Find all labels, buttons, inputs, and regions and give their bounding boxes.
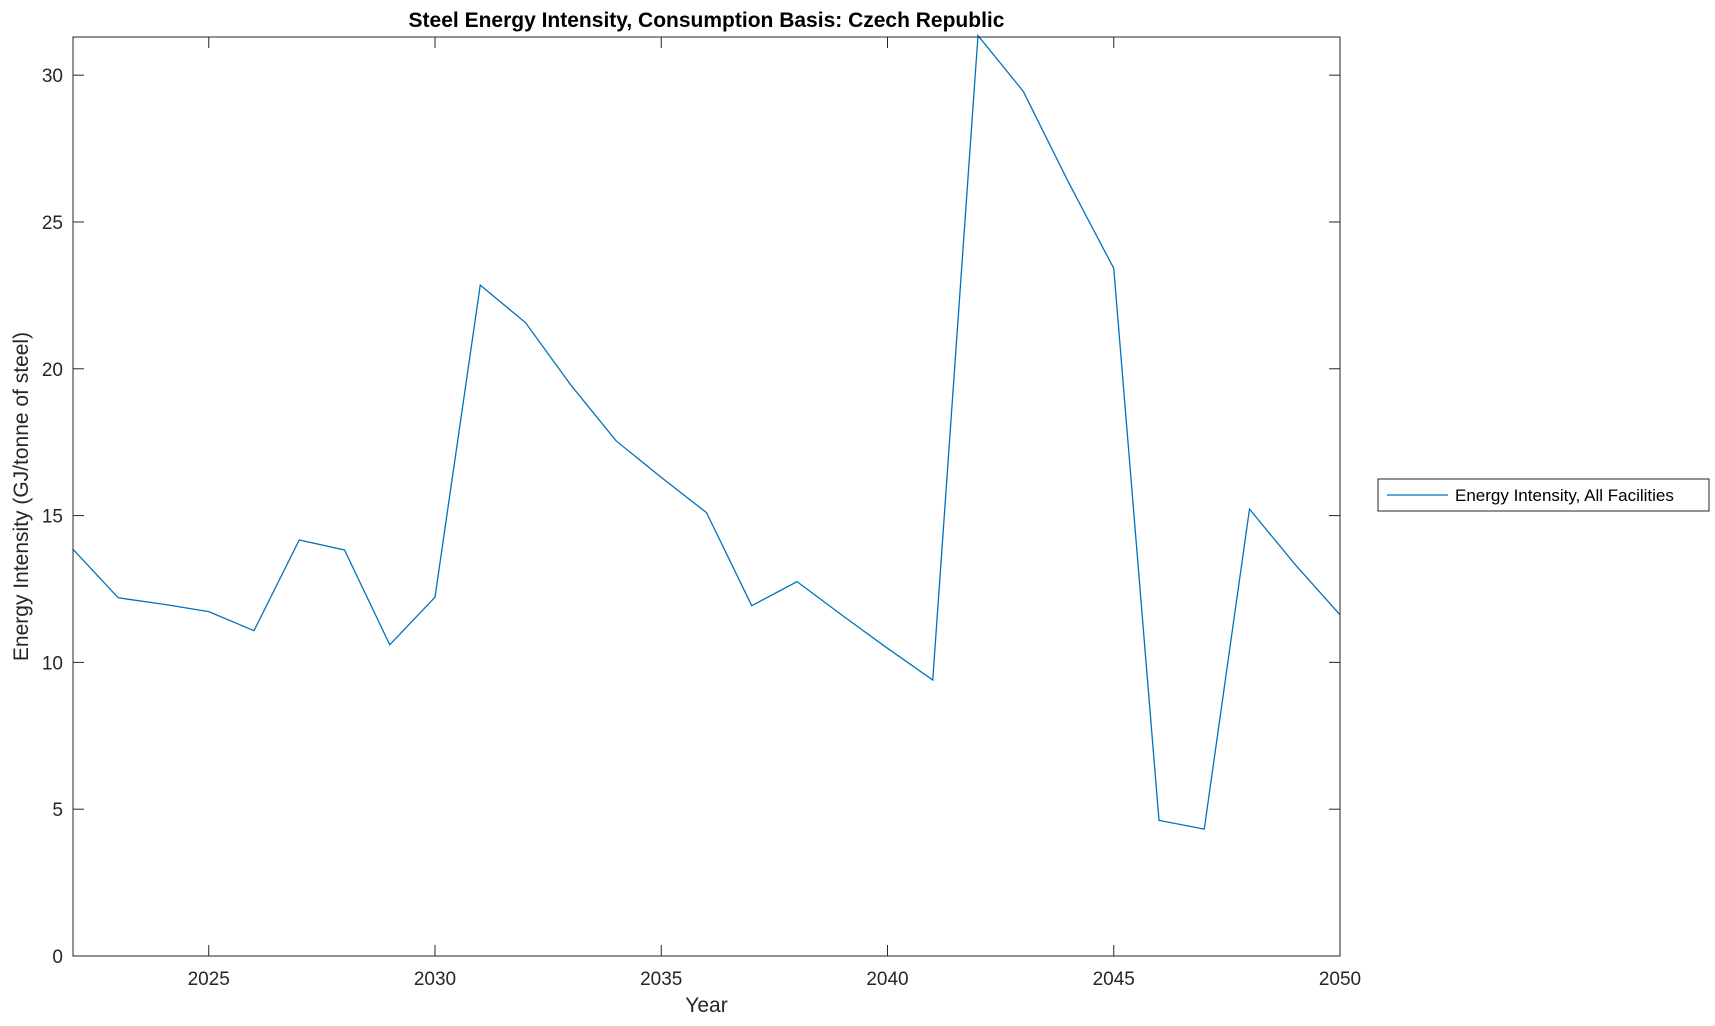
y-axis-label: Energy Intensity (GJ/tonne of steel) <box>10 332 33 661</box>
x-tick-label-4: 2045 <box>1093 969 1135 990</box>
legend: Energy Intensity, All Facilities <box>1377 478 1710 512</box>
x-tick-label-5: 2050 <box>1319 969 1361 990</box>
data-point-0-15 <box>751 605 752 606</box>
x-axis-label: Year <box>685 994 727 1017</box>
x-tick-label-2: 2035 <box>640 969 682 990</box>
y-tick-label-2: 10 <box>42 653 63 674</box>
y-tick-label-4: 20 <box>42 360 63 381</box>
data-point-0-26 <box>1249 509 1250 510</box>
data-point-0-12 <box>615 440 616 441</box>
data-point-0-14 <box>706 512 707 513</box>
data-point-0-18 <box>887 648 888 649</box>
data-point-0-4 <box>253 630 254 631</box>
y-tick-label-1: 5 <box>52 800 63 821</box>
series-lines <box>72 33 1341 830</box>
data-point-0-8 <box>434 597 435 598</box>
data-point-0-10 <box>525 322 526 323</box>
data-point-0-20 <box>977 35 978 36</box>
series-line-0 <box>72 33 1341 830</box>
x-tick-label-1: 2030 <box>414 969 456 990</box>
data-point-0-3 <box>208 611 209 612</box>
x-tick-label-3: 2040 <box>866 969 908 990</box>
chart-title: Steel Energy Intensity, Consumption Basi… <box>409 9 1005 32</box>
y-tick-label-6: 30 <box>42 66 63 87</box>
plot-frame <box>72 36 1341 957</box>
data-point-0-27 <box>1294 563 1295 564</box>
data-point-0-13 <box>661 477 662 478</box>
y-tick-label-3: 15 <box>42 507 63 528</box>
data-point-0-25 <box>1204 829 1205 830</box>
data-point-0-21 <box>1023 91 1024 92</box>
y-tick-label-5: 25 <box>42 213 63 234</box>
data-point-0-9 <box>480 285 481 286</box>
data-point-0-5 <box>299 539 300 540</box>
data-point-0-7 <box>389 644 390 645</box>
data-point-0-16 <box>796 581 797 582</box>
data-point-0-22 <box>1068 182 1069 183</box>
y-tick-label-0: 0 <box>52 947 63 968</box>
plot-background <box>73 37 1340 956</box>
data-point-0-19 <box>932 679 933 680</box>
data-point-0-11 <box>570 384 571 385</box>
data-point-0-23 <box>1113 268 1114 269</box>
data-point-0-1 <box>118 597 119 598</box>
x-tick-label-0: 2025 <box>188 969 230 990</box>
data-point-0-2 <box>163 604 164 605</box>
data-point-0-24 <box>1158 820 1159 821</box>
legend-entry-label: Energy Intensity, All Facilities <box>1455 486 1674 505</box>
data-point-0-17 <box>842 615 843 616</box>
data-point-0-6 <box>344 549 345 550</box>
